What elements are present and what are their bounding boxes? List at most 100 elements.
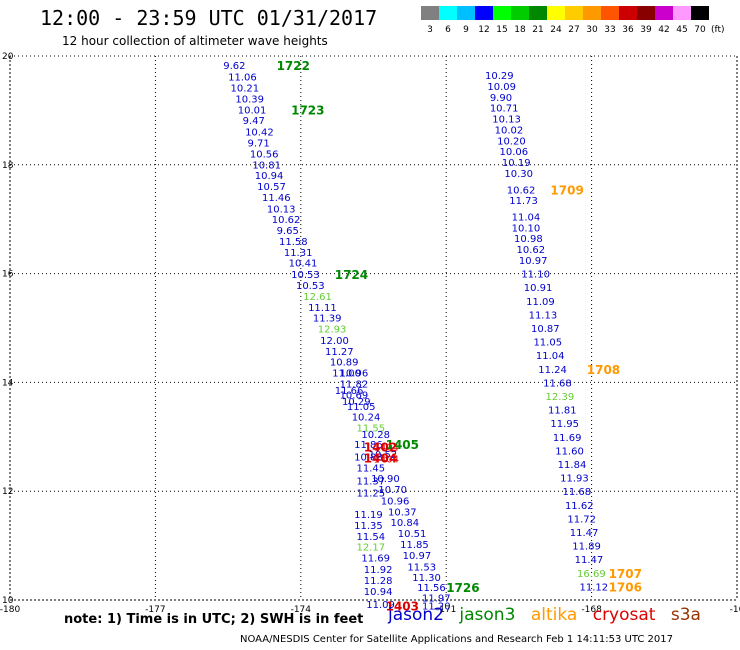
y-tick-label: 16 <box>2 270 14 280</box>
data-point-label: 11.89 <box>572 542 601 553</box>
data-point-label: 11.68 <box>543 378 572 389</box>
data-point-label: 9.62 <box>223 61 245 72</box>
data-point-label: 10.29 <box>342 397 371 408</box>
data-point-label: 10.10 <box>512 223 541 234</box>
y-tick-label: 18 <box>2 161 14 171</box>
data-point-label: 10.96 <box>340 369 369 380</box>
colorbar-swatch <box>673 6 691 20</box>
data-point-label: 11.35 <box>354 521 383 532</box>
colorbar-label: 15 <box>496 25 507 35</box>
data-point-label: 11.56 <box>417 583 446 594</box>
legend-item-jason3: jason3 <box>459 605 516 625</box>
colorbar-swatch <box>421 6 439 20</box>
data-point-label: 11.69 <box>553 433 582 444</box>
data-point-label: 11.25 <box>357 488 386 499</box>
data-point-label: 10.81 <box>252 160 281 171</box>
data-point-label: 11.72 <box>567 514 596 525</box>
data-point-label: 10.94 <box>364 587 393 598</box>
data-point-label: 10.09 <box>487 82 516 93</box>
data-point-label: 11.84 <box>558 460 587 471</box>
colorbar-swatch <box>619 6 637 20</box>
page-title: 12:00 - 23:59 UTC 01/31/2017 <box>40 6 378 30</box>
data-point-label: 10.96 <box>381 496 410 507</box>
data-point-label: 1404 <box>374 455 399 466</box>
data-point-label: 10.97 <box>519 256 548 267</box>
data-point-label: 11.06 <box>228 73 257 84</box>
colorbar-label: 30 <box>586 25 598 35</box>
colorbar-label: 39 <box>640 25 652 35</box>
legend-item-altika: altika <box>530 605 578 625</box>
data-point-label: 12.93 <box>318 325 347 336</box>
data-point-label: 11.58 <box>279 237 308 248</box>
data-point-label: 10.91 <box>524 283 553 294</box>
x-tick-label: -168 <box>581 605 602 615</box>
data-point-label: 11.05 <box>533 338 562 349</box>
data-point-label: 11.28 <box>364 576 393 587</box>
time-label: 1405 <box>386 438 419 452</box>
colorbar-label: 33 <box>604 25 615 35</box>
data-point-label: 11.82 <box>340 379 369 390</box>
data-point-label: 10.51 <box>398 529 427 540</box>
data-point-label: 11.47 <box>575 555 604 566</box>
data-point-label: 11.81 <box>548 406 577 417</box>
data-point-label: 10.97 <box>403 551 432 562</box>
data-point-label: 11.37 <box>357 476 386 487</box>
data-point-label: 12.00 <box>320 336 349 347</box>
colorbar-label: 27 <box>568 25 579 35</box>
time-label: 1707 <box>609 567 642 581</box>
colorbar-label: 42 <box>658 25 669 35</box>
data-point-label: 10.53 <box>291 270 320 281</box>
data-point-label: 10.62 <box>507 185 536 196</box>
colorbar-label: 12 <box>478 25 489 35</box>
colorbar-label: 3 <box>427 25 433 35</box>
data-point-label: 11.93 <box>560 474 589 485</box>
data-point-label: 10.88 <box>354 452 383 463</box>
time-label: 1723 <box>291 103 324 117</box>
data-point-label: 10.29 <box>485 71 514 82</box>
colorbar-swatch <box>457 6 475 20</box>
time-label: 1722 <box>277 59 310 73</box>
colorbar-swatch <box>637 6 655 20</box>
data-point-label: 10.02 <box>495 125 524 136</box>
data-point-label: 11.39 <box>313 314 342 325</box>
colorbar-swatch <box>601 6 619 20</box>
time-label: 1726 <box>446 581 479 595</box>
data-point-label: 11.97 <box>422 593 451 604</box>
colorbar-label: 21 <box>532 25 543 35</box>
data-point-label: 11.47 <box>570 528 599 539</box>
data-point-label: 10.62 <box>516 245 545 256</box>
data-point-label: 12.39 <box>546 392 575 403</box>
data-point-label: 11.09 <box>366 600 395 611</box>
x-tick-label: -171 <box>436 605 456 615</box>
colorbar-label: 70 <box>694 25 706 35</box>
data-point-label: 11.10 <box>521 270 550 281</box>
time-label: 1404 <box>364 451 397 465</box>
data-point-label: 10.19 <box>502 158 531 169</box>
colorbar-label: 9 <box>463 25 469 35</box>
data-point-label: 10.21 <box>231 84 260 95</box>
data-point-label: 11.46 <box>262 193 291 204</box>
credit-line: NOAA/NESDIS Center for Satellite Applica… <box>240 634 673 645</box>
colorbar-swatch <box>475 6 493 20</box>
data-point-label: 9.71 <box>247 138 269 149</box>
data-point-label: 10.84 <box>390 518 419 529</box>
data-point-label: 11.12 <box>579 582 608 593</box>
colorbar-swatch <box>511 6 529 20</box>
legend-item-jason2: jason2 <box>388 605 444 625</box>
data-point-label: 11.62 <box>565 501 594 512</box>
data-point-label: 10.94 <box>255 171 284 182</box>
satellite-legend: jason2 jason3 altika cryosat s3a <box>388 605 711 625</box>
data-point-label: 11.04 <box>512 212 541 223</box>
data-point-label: 10.52 <box>369 450 398 461</box>
x-tick-label: -177 <box>145 605 165 615</box>
y-tick-label: 10 <box>2 596 14 606</box>
colorbar-label: 45 <box>676 25 687 35</box>
data-point-label: 11.09 <box>526 297 555 308</box>
data-point-label: 11.95 <box>550 419 579 430</box>
data-point-label: 11.68 <box>563 487 592 498</box>
data-point-label: 10.87 <box>531 324 560 335</box>
data-point-label: 11.13 <box>529 310 558 321</box>
footnote: note: 1) Time is in UTC; 2) SWH is in fe… <box>64 612 364 627</box>
data-point-label: 11.54 <box>357 532 386 543</box>
